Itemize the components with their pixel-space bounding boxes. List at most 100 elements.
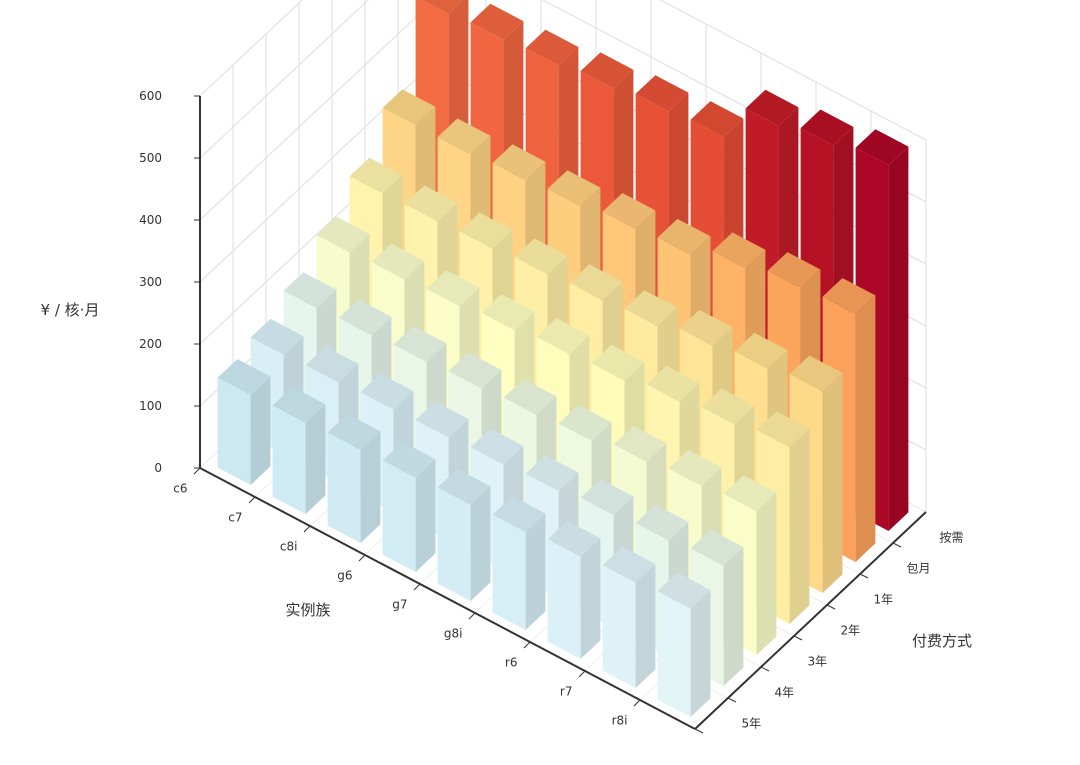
bar-side-face [635, 564, 656, 688]
bar-top-face [250, 318, 304, 355]
bar-top-face [525, 455, 579, 492]
bar-side-face [525, 513, 546, 630]
y-tick-label: 400 [139, 213, 162, 227]
bar-side-face [250, 376, 271, 485]
y-tick-label: 0 [154, 461, 162, 475]
bar-top-face [657, 572, 711, 609]
bar-side-face [723, 547, 744, 686]
x-tick [303, 525, 311, 533]
bar-top-face [767, 252, 821, 289]
bar-top-face [679, 309, 733, 346]
bar-top-face [470, 3, 524, 40]
bar-top-face [712, 232, 766, 269]
bar-front-face [382, 460, 416, 572]
bar[interactable] [437, 468, 491, 601]
bar-side-face [470, 486, 491, 601]
z-tick-label: 包月 [907, 562, 931, 576]
z-axis-line [694, 511, 927, 730]
bar[interactable] [547, 520, 601, 659]
bar[interactable] [657, 572, 711, 718]
bar-top-face [514, 238, 568, 275]
bar-top-face [789, 355, 843, 392]
x-tick-label: r7 [560, 685, 573, 699]
bar-front-face [547, 539, 581, 659]
bar-side-face [580, 538, 601, 659]
z-tick [793, 635, 803, 641]
bar-top-face [415, 401, 469, 438]
x-tick-label: g7 [392, 598, 407, 612]
bar-top-face [305, 346, 359, 383]
bar-top-face [217, 359, 271, 396]
z-tick [826, 604, 836, 610]
y-tick-label: 500 [139, 151, 162, 165]
bar-top-face [525, 29, 579, 66]
bar-top-face [855, 129, 909, 166]
z-tick [760, 666, 770, 672]
x-axis-title: 实例族 [285, 601, 330, 619]
y-axis-title: ¥ / 核·月 [41, 301, 100, 319]
bar-top-face [459, 212, 513, 249]
bar-top-face [635, 75, 689, 112]
labels: ¥ / 核·月 实例族 付费方式 0 100 200 300 400 500 600 c6 c7… [41, 89, 972, 731]
bar-side-face [756, 492, 777, 655]
bar-top-face [503, 379, 557, 415]
bar-top-face [580, 479, 634, 516]
y-tick-label: 600 [139, 89, 162, 103]
left-wall-gridline [199, 2, 432, 221]
bar-top-face [371, 243, 425, 280]
x-tick [523, 641, 531, 649]
bar[interactable] [217, 359, 271, 485]
bar-top-face [393, 325, 447, 362]
bar-top-face [470, 428, 524, 465]
z-tick [694, 728, 704, 734]
axes [193, 95, 927, 734]
bar-top-face [657, 218, 711, 255]
z-tick-label: 5年 [742, 717, 762, 731]
bar-front-face [602, 565, 636, 688]
bar-top-face [668, 449, 722, 486]
bar-top-face [569, 264, 623, 301]
x-tick-label: g6 [337, 569, 352, 583]
x-tick [248, 496, 256, 504]
z-tick-label: 4年 [775, 686, 795, 700]
bar-top-face [422, 0, 464, 14]
y-tick-label: 200 [139, 337, 162, 351]
x-tick [193, 467, 201, 475]
bar-top-face [492, 496, 546, 533]
bar-side-face [690, 589, 711, 717]
bar[interactable] [382, 441, 436, 572]
bar-top-face [316, 216, 370, 253]
x-tick [633, 699, 641, 707]
bar-top-face [613, 425, 667, 462]
bar-top-face [481, 294, 535, 331]
bar-top-face [745, 89, 799, 126]
bar-top-face [723, 475, 777, 512]
bar-top-face [800, 109, 854, 146]
bar[interactable] [327, 414, 381, 543]
bar-side-face [888, 146, 909, 531]
left-wall-gridline [199, 0, 369, 159]
bar-top-face [635, 504, 689, 541]
bar-top-face [602, 546, 656, 583]
bar-top-face [360, 373, 414, 410]
bar-top-face [404, 185, 458, 222]
bar-top-face [701, 388, 755, 425]
x-tick [468, 612, 476, 620]
x-tick-label: g8i [444, 627, 463, 641]
z-tick-label: 1年 [874, 593, 894, 607]
bar-top-face [547, 170, 601, 207]
bars [217, 0, 909, 718]
bar[interactable] [492, 496, 546, 630]
bar-top-face [437, 118, 491, 155]
y-tick-label: 300 [139, 275, 162, 289]
back-wall-gridline [659, 0, 927, 141]
bar-top-face [536, 318, 590, 355]
x-tick-label: r6 [505, 656, 518, 670]
x-tick-label: c6 [173, 482, 187, 496]
bar-top-face [272, 386, 326, 423]
bar[interactable] [602, 546, 656, 688]
bar-top-face [822, 278, 876, 314]
x-tick-label: c8i [280, 540, 298, 554]
bar[interactable] [272, 386, 326, 514]
z-tick-label: 3年 [808, 655, 828, 669]
